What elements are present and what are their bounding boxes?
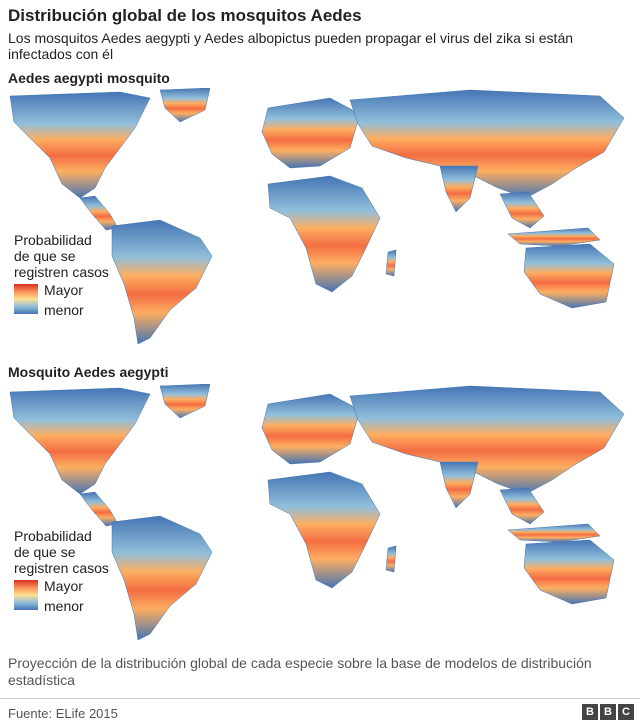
legend-high-label: Mayor	[44, 578, 83, 594]
map-1-heading: Aedes aegypti mosquito	[8, 70, 170, 86]
continent-indonesia	[507, 227, 601, 247]
continent-greenland	[159, 384, 211, 419]
continent-indonesia	[507, 523, 601, 543]
legend-low-label: menor	[44, 598, 84, 614]
continent-south-america	[111, 515, 213, 641]
continent-south-america	[111, 219, 213, 345]
legend-scale: Mayor menor	[14, 282, 154, 318]
map-2-legend: Probabilidad de que se registren casos M…	[14, 528, 154, 614]
continent-madagascar	[385, 249, 397, 277]
bbc-logo: B B C	[582, 704, 634, 720]
world-map-1	[9, 88, 625, 345]
continent-southeast-asia	[499, 487, 545, 525]
legend-gradient-swatch	[14, 580, 38, 610]
continent-africa	[267, 471, 381, 589]
footer-divider	[0, 698, 640, 699]
legend-high-label: Mayor	[44, 282, 83, 298]
chart-subtitle: Los mosquitos Aedes aegypti y Aedes albo…	[8, 30, 574, 62]
continent-africa	[267, 175, 381, 293]
continent-australia	[523, 243, 615, 309]
bbc-logo-letter: C	[618, 704, 634, 720]
continent-europe	[261, 393, 361, 465]
continent-central-america	[79, 491, 119, 527]
continent-asia	[349, 385, 625, 495]
caption: Proyección de la distribución global de …	[8, 655, 592, 688]
bbc-logo-letter: B	[600, 704, 616, 720]
continent-europe	[261, 97, 361, 169]
chart-title: Distribución global de los mosquitos Aed…	[8, 6, 362, 25]
legend-low-label: menor	[44, 302, 84, 318]
continent-southeast-asia	[499, 191, 545, 229]
map-1-legend: Probabilidad de que se registren casos M…	[14, 232, 154, 318]
continent-central-america	[79, 195, 119, 231]
legend-title: Probabilidad de que se registren casos	[14, 528, 109, 576]
bbc-logo-letter: B	[582, 704, 598, 720]
continent-australia	[523, 539, 615, 605]
legend-gradient-swatch	[14, 284, 38, 314]
continent-greenland	[159, 88, 211, 123]
legend-scale: Mayor menor	[14, 578, 154, 614]
world-map-2	[9, 384, 625, 641]
continent-india	[439, 165, 479, 213]
legend-title: Probabilidad de que se registren casos	[14, 232, 109, 280]
continent-india	[439, 461, 479, 509]
continent-north-america	[9, 387, 151, 495]
continent-asia	[349, 89, 625, 199]
source-label: Fuente: ELife 2015	[8, 706, 118, 721]
map-2-heading: Mosquito Aedes aegypti	[8, 364, 169, 380]
continent-madagascar	[385, 545, 397, 573]
continent-north-america	[9, 91, 151, 199]
